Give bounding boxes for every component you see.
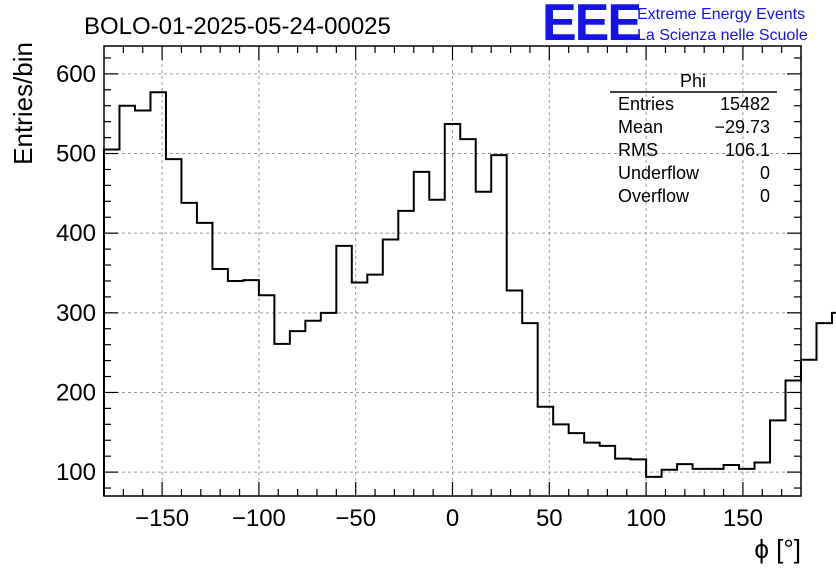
- logo-mark: EEE: [542, 0, 640, 52]
- y-axis: 100 200 300 400 500 600: [56, 57, 801, 489]
- x-tick-label: 0: [446, 505, 459, 532]
- stats-value: 0: [760, 163, 770, 183]
- stats-label: Underflow: [618, 163, 700, 183]
- stats-value: 0: [760, 186, 770, 206]
- x-tick-label: 50: [536, 505, 563, 532]
- logo-line-1: Extreme Energy Events: [637, 6, 805, 23]
- stats-label: Overflow: [618, 186, 690, 206]
- y-tick-label: 200: [56, 379, 96, 406]
- grid: [104, 46, 801, 496]
- stats-value: −29.73: [714, 117, 770, 137]
- y-axis-label: Entries/bin: [8, 42, 38, 165]
- x-tick-label: 150: [723, 505, 763, 532]
- eee-logo: EEE Extreme Energy Events La Scienza nel…: [542, 0, 808, 52]
- x-tick-label: −50: [335, 505, 376, 532]
- stats-label: Mean: [618, 117, 663, 137]
- y-tick-label: 500: [56, 141, 96, 168]
- histogram-line: [103, 91, 836, 496]
- stats-box: Phi Entries 15482 Mean −29.73 RMS 106.1 Underf…: [610, 71, 777, 206]
- stats-value: 15482: [720, 94, 770, 114]
- stats-title: Phi: [680, 71, 706, 91]
- x-tick-label: −100: [232, 505, 286, 532]
- x-axis-label: ϕ [°]: [754, 534, 801, 564]
- y-tick-label: 100: [56, 459, 96, 486]
- y-tick-label: 400: [56, 220, 96, 247]
- stats-value: 106.1: [725, 140, 770, 160]
- x-axis: −150 −100 −50 0 50 100 150: [122, 46, 783, 532]
- page-title: BOLO-01-2025-05-24-00025: [84, 13, 391, 40]
- y-tick-label: 300: [56, 300, 96, 327]
- logo-line-2: La Scienza nelle Scuole: [637, 27, 808, 44]
- stats-label: RMS: [618, 140, 658, 160]
- stats-label: Entries: [618, 94, 674, 114]
- x-tick-label: 100: [626, 505, 666, 532]
- x-tick-label: −150: [135, 505, 189, 532]
- y-tick-label: 600: [56, 61, 96, 88]
